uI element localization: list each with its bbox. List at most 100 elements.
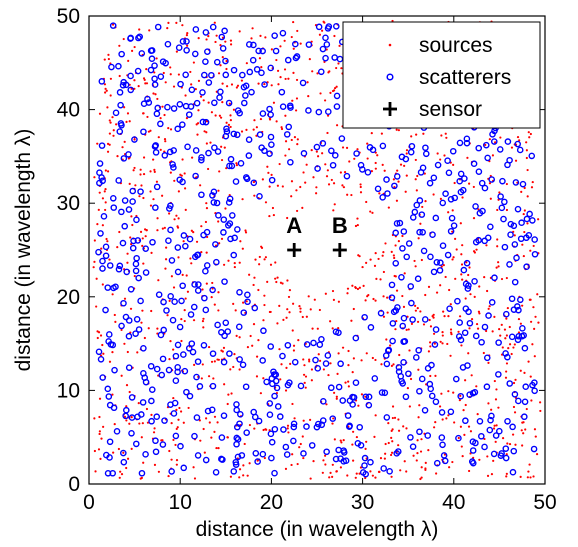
source-point bbox=[101, 283, 104, 286]
scatterer-point bbox=[398, 377, 405, 385]
source-point bbox=[332, 209, 335, 212]
source-point bbox=[201, 288, 204, 291]
scatterer-point bbox=[196, 383, 204, 390]
scatterer-point bbox=[331, 54, 338, 61]
source-point bbox=[274, 261, 277, 264]
scatterer-point bbox=[395, 364, 403, 371]
scatterer-point bbox=[168, 468, 175, 475]
scatterer-point bbox=[506, 261, 513, 268]
source-point bbox=[438, 405, 442, 408]
source-point bbox=[149, 204, 153, 207]
scatterer-point bbox=[109, 194, 117, 202]
source-point bbox=[139, 477, 142, 480]
source-point bbox=[329, 362, 332, 365]
source-point bbox=[364, 395, 367, 398]
source-point bbox=[324, 292, 327, 295]
source-point bbox=[157, 136, 160, 139]
scatterer-point bbox=[244, 298, 251, 306]
scatterer-point bbox=[161, 417, 168, 424]
source-point bbox=[476, 412, 479, 416]
scatterer-point bbox=[127, 72, 134, 80]
source-point bbox=[531, 180, 534, 184]
source-point bbox=[301, 206, 304, 209]
source-point bbox=[470, 318, 474, 321]
scatterer-point bbox=[426, 380, 434, 388]
scatterer-point bbox=[228, 162, 236, 170]
scatterer-point bbox=[412, 354, 420, 361]
source-point bbox=[190, 83, 193, 86]
source-point bbox=[225, 85, 229, 88]
source-point bbox=[333, 391, 336, 394]
source-point bbox=[487, 361, 490, 364]
source-point bbox=[492, 459, 495, 462]
source-point bbox=[360, 393, 364, 396]
scatterer-point bbox=[208, 71, 215, 79]
source-point bbox=[383, 457, 386, 460]
source-point bbox=[523, 209, 526, 212]
source-point bbox=[432, 332, 436, 335]
source-point bbox=[145, 68, 148, 71]
source-point bbox=[468, 182, 471, 185]
source-point bbox=[441, 418, 444, 421]
source-point bbox=[245, 300, 248, 303]
source-point bbox=[298, 304, 301, 308]
scatterer-point bbox=[497, 193, 504, 200]
scatterer-point bbox=[142, 378, 150, 386]
scatterer-point bbox=[441, 457, 449, 465]
scatterer-point bbox=[491, 274, 498, 282]
scatterer-point bbox=[167, 226, 174, 234]
source-point bbox=[299, 185, 302, 189]
source-point bbox=[296, 29, 299, 33]
source-point bbox=[279, 378, 282, 381]
scatterer-point bbox=[138, 411, 145, 418]
source-point bbox=[337, 327, 340, 330]
source-point bbox=[356, 287, 360, 291]
source-point bbox=[373, 435, 376, 438]
source-point bbox=[121, 146, 124, 149]
source-point bbox=[269, 310, 272, 314]
source-point bbox=[357, 254, 360, 257]
source-point bbox=[374, 167, 377, 170]
source-point bbox=[409, 377, 413, 381]
scatterer-point bbox=[283, 131, 291, 138]
scatterer-point bbox=[531, 387, 538, 395]
scatterer-point bbox=[242, 92, 249, 99]
scatterer-point bbox=[315, 108, 323, 116]
legend-marker-scatterers bbox=[386, 73, 394, 81]
source-point bbox=[285, 316, 288, 319]
source-point bbox=[514, 159, 518, 162]
scatterer-point bbox=[122, 313, 130, 321]
source-point bbox=[156, 97, 159, 101]
scatterer-point bbox=[180, 351, 187, 358]
source-point bbox=[133, 45, 136, 49]
scatterer-point bbox=[356, 423, 364, 431]
source-point bbox=[441, 334, 444, 337]
scatterer-point bbox=[305, 41, 313, 48]
scatterer-point bbox=[222, 57, 229, 65]
source-point bbox=[405, 328, 408, 331]
scatterer-point bbox=[117, 120, 125, 127]
scatterer-point bbox=[132, 260, 140, 268]
source-point bbox=[342, 439, 345, 442]
scatterer-point bbox=[202, 58, 209, 65]
source-point bbox=[219, 44, 222, 47]
source-point bbox=[227, 393, 230, 396]
scatterer-point bbox=[220, 229, 227, 236]
scatterer-point bbox=[399, 322, 407, 330]
source-point bbox=[233, 265, 236, 269]
source-point bbox=[535, 453, 539, 456]
source-point bbox=[156, 229, 159, 232]
scatterer-point bbox=[272, 377, 280, 385]
source-point bbox=[451, 460, 454, 464]
source-point bbox=[371, 211, 374, 214]
source-point bbox=[305, 315, 308, 318]
source-point bbox=[238, 30, 241, 33]
scatterer-point bbox=[424, 365, 432, 372]
source-point bbox=[526, 195, 529, 198]
scatterer-point bbox=[507, 220, 515, 228]
scatterer-point bbox=[447, 408, 455, 416]
source-point bbox=[497, 406, 500, 409]
scatterer-point bbox=[327, 384, 335, 392]
source-point bbox=[402, 425, 405, 428]
source-point bbox=[123, 297, 127, 300]
